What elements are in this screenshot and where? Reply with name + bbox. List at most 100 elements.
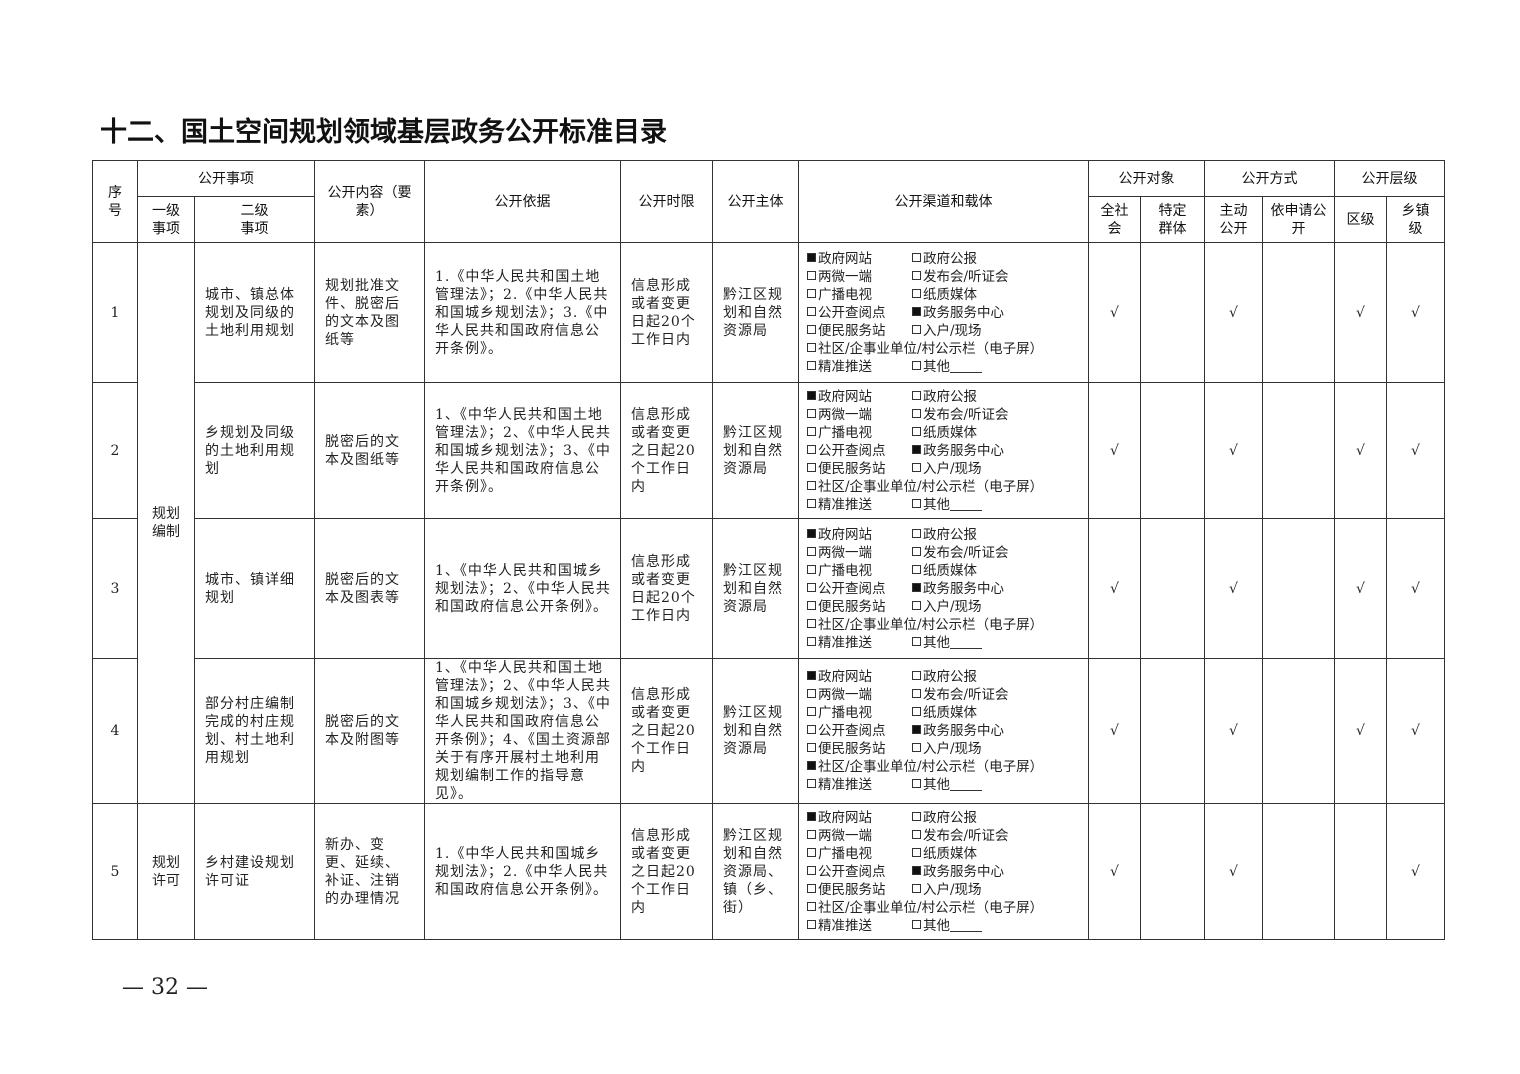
unchecked-box-icon (912, 636, 921, 646)
channel-item: 公开查阅点 (807, 863, 912, 881)
check-object-all: √ (1088, 658, 1141, 804)
channel-item: 纸质媒体 (912, 845, 1082, 863)
checked-box-icon (807, 528, 816, 538)
unchecked-box-icon (807, 725, 816, 734)
channel-label: 便民服务站 (818, 322, 886, 339)
header-method-active: 主动公开 (1204, 196, 1263, 243)
channel-label: 政府网站 (818, 388, 872, 405)
channel-label: 政府网站 (818, 526, 872, 543)
channel-label: 社区/企事业单位/村公示栏（电子屏） (818, 616, 1044, 633)
checked-box-icon (807, 761, 816, 770)
channel-label: 公开查阅点 (818, 442, 886, 459)
header-time-limit: 公开时限 (620, 160, 713, 243)
channel-item: 两微一端 (807, 827, 912, 845)
check-tier-town: √ (1386, 658, 1445, 804)
channel-label: 政府网站 (818, 250, 872, 267)
check-method-active: √ (1204, 803, 1263, 940)
check-object-specific (1140, 382, 1205, 519)
channel-item: 政务服务中心 (912, 863, 1082, 881)
channel-label: 入户/现场 (923, 460, 982, 477)
unchecked-box-icon (807, 600, 816, 610)
check-method-request (1262, 242, 1335, 383)
unchecked-box-icon (912, 546, 921, 556)
unchecked-box-icon (807, 444, 816, 454)
check-tier-district: √ (1334, 382, 1387, 519)
header-method-request: 依申请公开 (1262, 196, 1335, 243)
channel-item: 精准推送 (807, 917, 912, 935)
channel-label: 政务服务中心 (923, 580, 1004, 597)
channel-item: 政府网站 (807, 668, 912, 686)
unchecked-box-icon (807, 498, 816, 508)
blank-line (950, 636, 982, 649)
channels-cell: 政府网站 政府公报 两微一端 发布会/听证会 广播电视 纸质媒体 公开查阅点 政务服务中心 便民… (798, 518, 1089, 659)
check-object-all: √ (1088, 382, 1141, 519)
channel-label: 纸质媒体 (923, 286, 977, 303)
level2-item: 乡村建设规划许可证 (194, 803, 315, 940)
unchecked-box-icon (807, 288, 816, 298)
channel-label: 其他 (923, 917, 950, 934)
channel-item: 政务服务中心 (912, 442, 1082, 460)
channel-label: 便民服务站 (818, 598, 886, 615)
unchecked-box-icon (912, 689, 921, 698)
channel-label: 公开查阅点 (818, 580, 886, 597)
subject: 黔江区规划和自然资源局 (712, 242, 799, 383)
channel-label: 社区/企事业单位/村公示栏（电子屏） (818, 340, 1044, 357)
unchecked-box-icon (807, 564, 816, 574)
level2-item: 城市、镇详细规划 (194, 518, 315, 659)
channel-label: 社区/企事业单位/村公示栏（电子屏） (818, 899, 1044, 916)
channel-item: 社区/企事业单位/村公示栏（电子屏） (807, 616, 1082, 634)
channel-item: 广播电视 (807, 704, 912, 722)
header-content: 公开内容（要素） (314, 160, 425, 243)
header-level2: 二级事项 (194, 196, 315, 243)
unchecked-box-icon (807, 743, 816, 752)
unchecked-box-icon (912, 408, 921, 418)
unchecked-box-icon (807, 689, 816, 698)
level2-item: 乡规划及同级的土地利用规划 (194, 382, 315, 519)
channel-label: 广播电视 (818, 705, 872, 721)
channel-item: 两微一端 (807, 406, 912, 424)
check-object-specific (1140, 518, 1205, 659)
unchecked-box-icon (807, 324, 816, 334)
channel-item: 入户/现场 (912, 598, 1082, 616)
channel-item: 政府网站 (807, 250, 912, 268)
channel-item: 政府公报 (912, 668, 1082, 686)
checked-box-icon (912, 865, 921, 875)
header-tier: 公开层级 (1334, 160, 1445, 197)
channel-item: 政务服务中心 (912, 722, 1082, 740)
subject: 黔江区规划和自然资源局 (712, 382, 799, 519)
unchecked-box-icon (807, 360, 816, 370)
unchecked-box-icon (912, 288, 921, 298)
channel-label: 广播电视 (818, 424, 872, 441)
check-method-active: √ (1204, 382, 1263, 519)
check-object-specific (1140, 242, 1205, 383)
check-object-all: √ (1088, 518, 1141, 659)
table-row: 3 城市、镇详细规划 脱密后的文本及图表等 1、《中华人民共和国城乡规划法》；2、《中… (92, 518, 1445, 659)
channel-item: 其他 (912, 358, 1082, 376)
check-method-request (1262, 518, 1335, 659)
channel-item: 广播电视 (807, 424, 912, 442)
channel-item: 公开查阅点 (807, 442, 912, 460)
table-row: 4 部分村庄编制完成的村庄规划、村土地利用规划 脱密后的文本及附图等 1、《中华人民共… (92, 658, 1445, 804)
blank-line (950, 919, 982, 932)
level2-item: 部分村庄编制完成的村庄规划、村土地利用规划 (194, 658, 315, 804)
unchecked-box-icon (807, 546, 816, 556)
table-row: 5 规划许可 乡村建设规划许可证 新办、变更、延续、补证、注销的办理情况 1.《中华人民… (92, 803, 1445, 940)
channel-list: 政府网站 政府公报 两微一端 发布会/听证会 广播电视 纸质媒体 公开查阅点 政务服务中心 便民… (807, 809, 1082, 935)
level1-item: 规划编制 (137, 242, 195, 804)
channel-item: 政府网站 (807, 526, 912, 544)
checked-box-icon (912, 306, 921, 316)
channel-label: 政府公报 (923, 250, 977, 267)
header-method: 公开方式 (1204, 160, 1335, 197)
checked-box-icon (912, 444, 921, 454)
check-tier-district: √ (1334, 658, 1387, 804)
channel-label: 便民服务站 (818, 881, 886, 898)
check-method-active: √ (1204, 242, 1263, 383)
channel-label: 政务服务中心 (923, 304, 1004, 321)
checked-box-icon (912, 725, 921, 734)
basis: 1、《中华人民共和国土地管理法》；2、《中华人民共和国城乡规划法》；3、《中华人… (424, 658, 621, 804)
unchecked-box-icon (807, 847, 816, 857)
header-tier-town: 乡镇级 (1386, 196, 1445, 243)
channel-item: 政府网站 (807, 809, 912, 827)
channel-item: 精准推送 (807, 634, 912, 652)
channel-label: 精准推送 (818, 358, 872, 375)
